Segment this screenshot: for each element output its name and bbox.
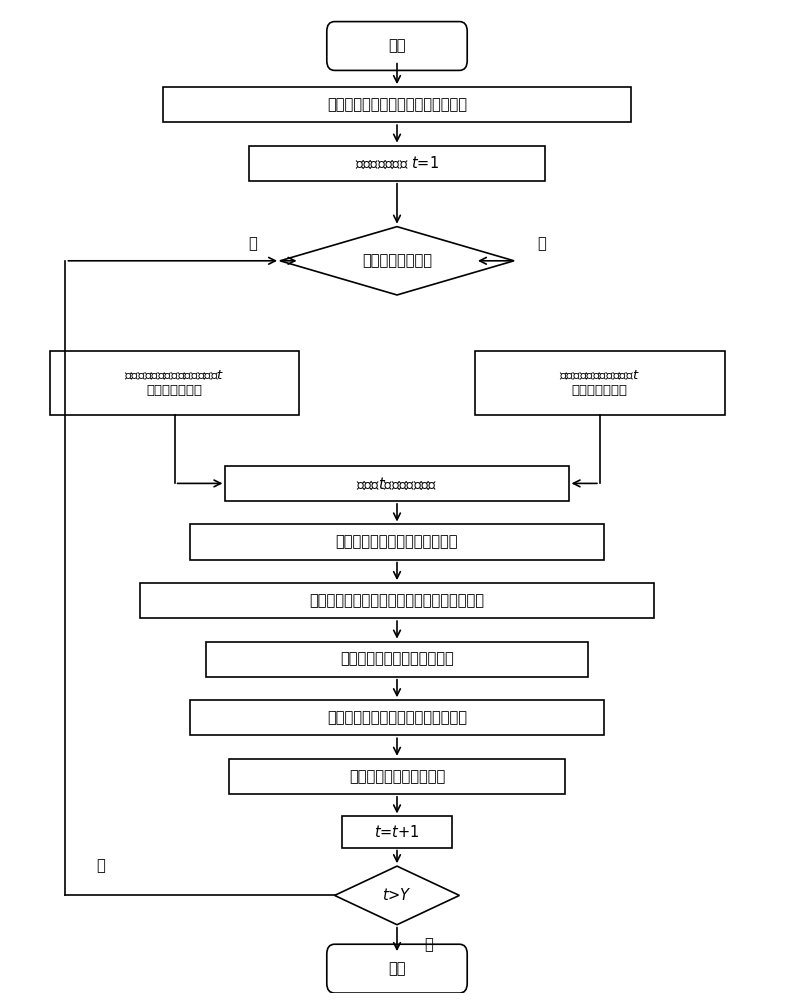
Polygon shape <box>280 227 514 295</box>
Text: 是: 是 <box>537 236 545 251</box>
Polygon shape <box>334 866 460 925</box>
Bar <box>225 466 569 501</box>
Text: 运用蒙特卡罗仿真得到故障连接电缆: 运用蒙特卡罗仿真得到故障连接电缆 <box>327 710 467 725</box>
Text: 根据尾流效应相关公式计算各个风机处的风速: 根据尾流效应相关公式计算各个风机处的风速 <box>310 593 484 608</box>
Text: 结束: 结束 <box>388 961 406 976</box>
Text: 读入第$t$时段风速、风向: 读入第$t$时段风速、风向 <box>357 475 437 492</box>
Text: 否: 否 <box>96 859 105 874</box>
Text: 开始: 开始 <box>388 38 406 53</box>
Text: 是否进入覆冰期间: 是否进入覆冰期间 <box>362 253 432 268</box>
Bar <box>206 642 588 677</box>
Text: $t$=$t$+1: $t$=$t$+1 <box>374 824 420 840</box>
Bar <box>475 351 725 415</box>
Bar <box>50 351 299 415</box>
Bar <box>191 524 603 560</box>
Text: 读入风电场各个风机所处的位置坐标: 读入风电场各个风机所处的位置坐标 <box>327 97 467 112</box>
Bar <box>163 87 631 122</box>
Text: 是: 是 <box>424 937 433 952</box>
Bar <box>229 759 565 794</box>
Text: 运用威布尔分布模拟风速，得到$t$
时段风速、风向: 运用威布尔分布模拟风速，得到$t$ 时段风速、风向 <box>125 369 225 397</box>
Text: 运用等效风速模型，得到$t$
时段风速、风向: 运用等效风速模型，得到$t$ 时段风速、风向 <box>560 369 640 397</box>
Text: 否: 否 <box>249 236 257 251</box>
Text: 运用蒙特卡罗仿真得到故障风机: 运用蒙特卡罗仿真得到故障风机 <box>336 534 458 549</box>
Text: 得到各个风机的实际功率输出: 得到各个风机的实际功率输出 <box>340 652 454 667</box>
FancyBboxPatch shape <box>327 22 467 70</box>
Text: $t$>$Y$: $t$>$Y$ <box>382 887 412 903</box>
FancyBboxPatch shape <box>327 944 467 993</box>
Text: 仿真年限初始化 $t$=1: 仿真年限初始化 $t$=1 <box>355 155 439 172</box>
Bar <box>191 700 603 735</box>
Bar <box>140 583 654 618</box>
Bar <box>342 816 452 848</box>
Text: 得到整个风电场输出功率: 得到整个风电场输出功率 <box>349 769 445 784</box>
Bar <box>249 146 545 181</box>
